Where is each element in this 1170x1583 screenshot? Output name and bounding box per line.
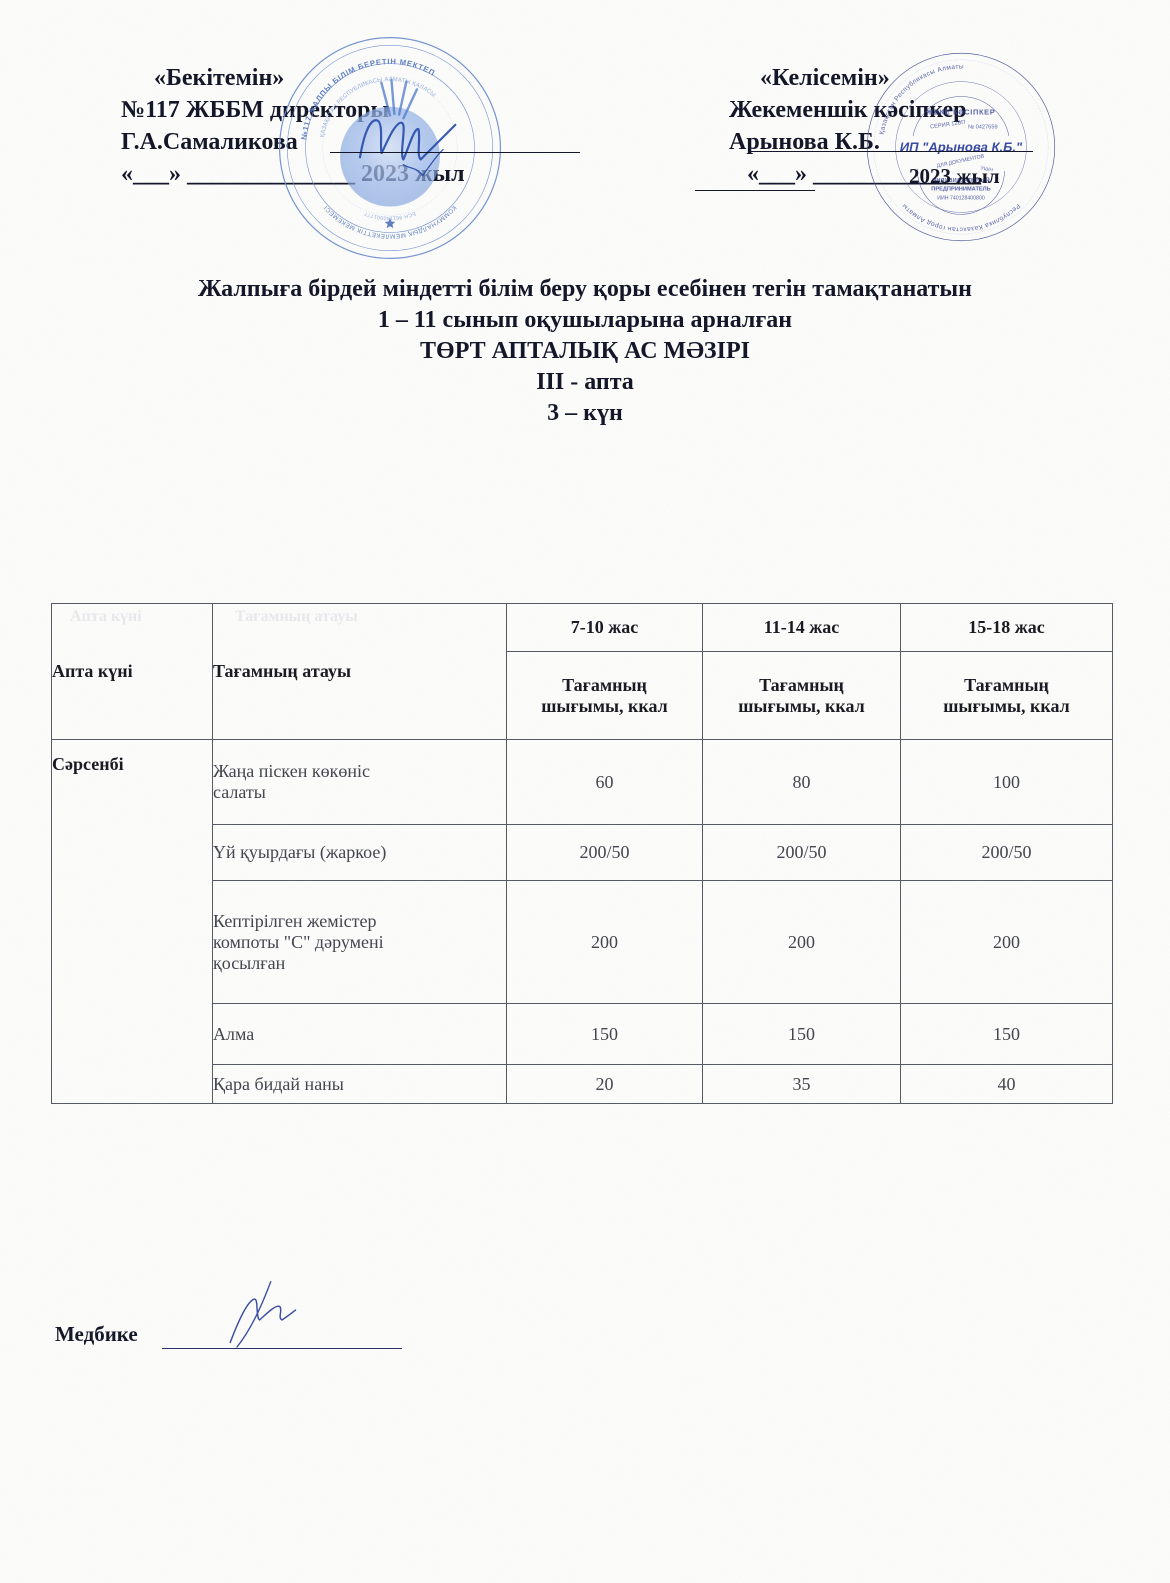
svg-text:ЖЕКЕ КӘСІПКЕР: ЖЕКЕ КӘСІПКЕР (926, 107, 996, 116)
svg-text:Республика Казахстан город Алм: Республика Казахстан город Алматы (901, 202, 1022, 233)
svg-text:№ 0427659: № 0427659 (968, 125, 998, 131)
svg-text:ИП "Арынова К.Б.": ИП "Арынова К.Б." (900, 139, 1023, 154)
svg-text:ИИН 740128400800: ИИН 740128400800 (937, 195, 985, 201)
svg-text:СЕРИЯ 12ВП: СЕРИЯ 12ВП (930, 120, 966, 131)
